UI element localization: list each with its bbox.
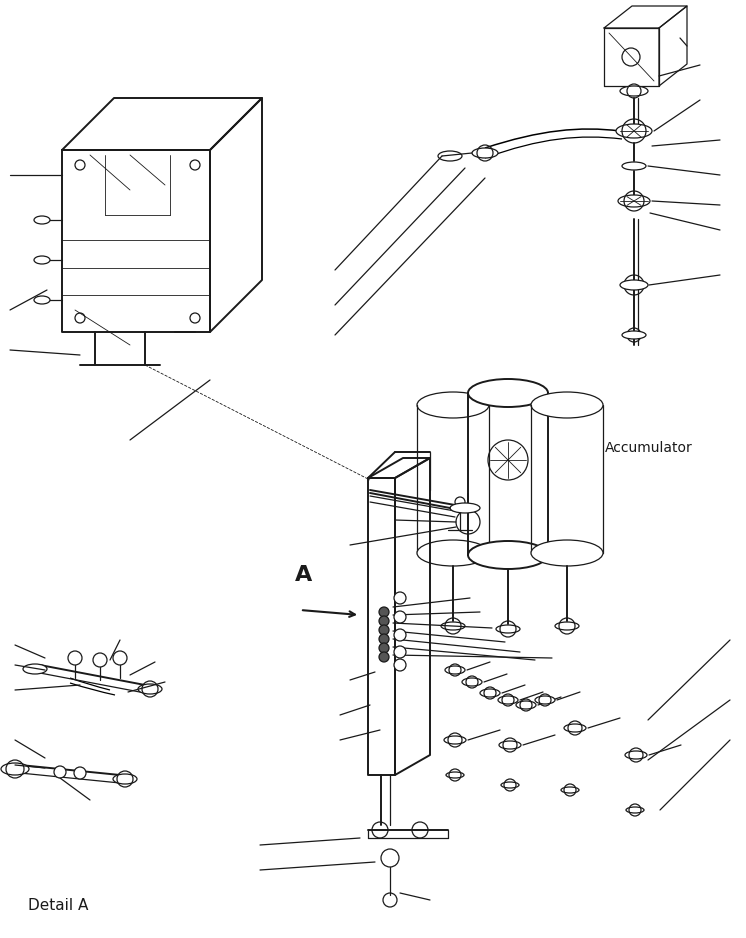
Circle shape <box>54 766 66 778</box>
Ellipse shape <box>23 664 47 674</box>
Ellipse shape <box>417 540 489 566</box>
Ellipse shape <box>480 689 500 697</box>
Ellipse shape <box>441 622 465 630</box>
Circle shape <box>75 160 85 170</box>
Circle shape <box>379 643 389 653</box>
Ellipse shape <box>445 666 465 674</box>
Ellipse shape <box>625 751 647 759</box>
Ellipse shape <box>501 782 519 788</box>
Ellipse shape <box>531 392 603 418</box>
Ellipse shape <box>438 151 462 161</box>
Text: A: A <box>295 565 313 585</box>
Ellipse shape <box>626 807 644 813</box>
Circle shape <box>394 611 406 623</box>
Ellipse shape <box>496 625 520 633</box>
Ellipse shape <box>417 392 489 418</box>
Ellipse shape <box>444 736 466 744</box>
Ellipse shape <box>531 540 603 566</box>
Ellipse shape <box>564 724 586 732</box>
Circle shape <box>394 659 406 671</box>
Circle shape <box>379 625 389 635</box>
Ellipse shape <box>34 296 50 304</box>
Circle shape <box>190 313 200 323</box>
Circle shape <box>394 592 406 604</box>
Circle shape <box>379 616 389 626</box>
Circle shape <box>75 313 85 323</box>
Circle shape <box>190 160 200 170</box>
Circle shape <box>379 634 389 644</box>
Circle shape <box>379 652 389 662</box>
Text: Accumulator: Accumulator <box>605 441 693 455</box>
Circle shape <box>379 607 389 617</box>
Ellipse shape <box>535 696 555 704</box>
Ellipse shape <box>561 787 579 793</box>
Ellipse shape <box>622 331 646 339</box>
Ellipse shape <box>555 622 579 630</box>
Ellipse shape <box>468 379 548 407</box>
Ellipse shape <box>499 741 521 749</box>
Ellipse shape <box>462 678 482 686</box>
Ellipse shape <box>516 701 536 709</box>
Ellipse shape <box>622 162 646 170</box>
Ellipse shape <box>618 195 650 207</box>
Ellipse shape <box>472 148 498 158</box>
Text: Detail A: Detail A <box>28 898 88 913</box>
Ellipse shape <box>620 280 648 290</box>
Ellipse shape <box>34 216 50 224</box>
Ellipse shape <box>34 256 50 264</box>
Circle shape <box>394 629 406 641</box>
Ellipse shape <box>450 503 480 513</box>
Ellipse shape <box>138 684 162 694</box>
Ellipse shape <box>1 763 29 775</box>
Ellipse shape <box>468 541 548 569</box>
Ellipse shape <box>616 124 652 138</box>
Ellipse shape <box>498 696 518 704</box>
Ellipse shape <box>620 86 648 96</box>
Ellipse shape <box>446 772 464 778</box>
Circle shape <box>394 646 406 658</box>
Circle shape <box>74 767 86 779</box>
Ellipse shape <box>113 774 137 784</box>
